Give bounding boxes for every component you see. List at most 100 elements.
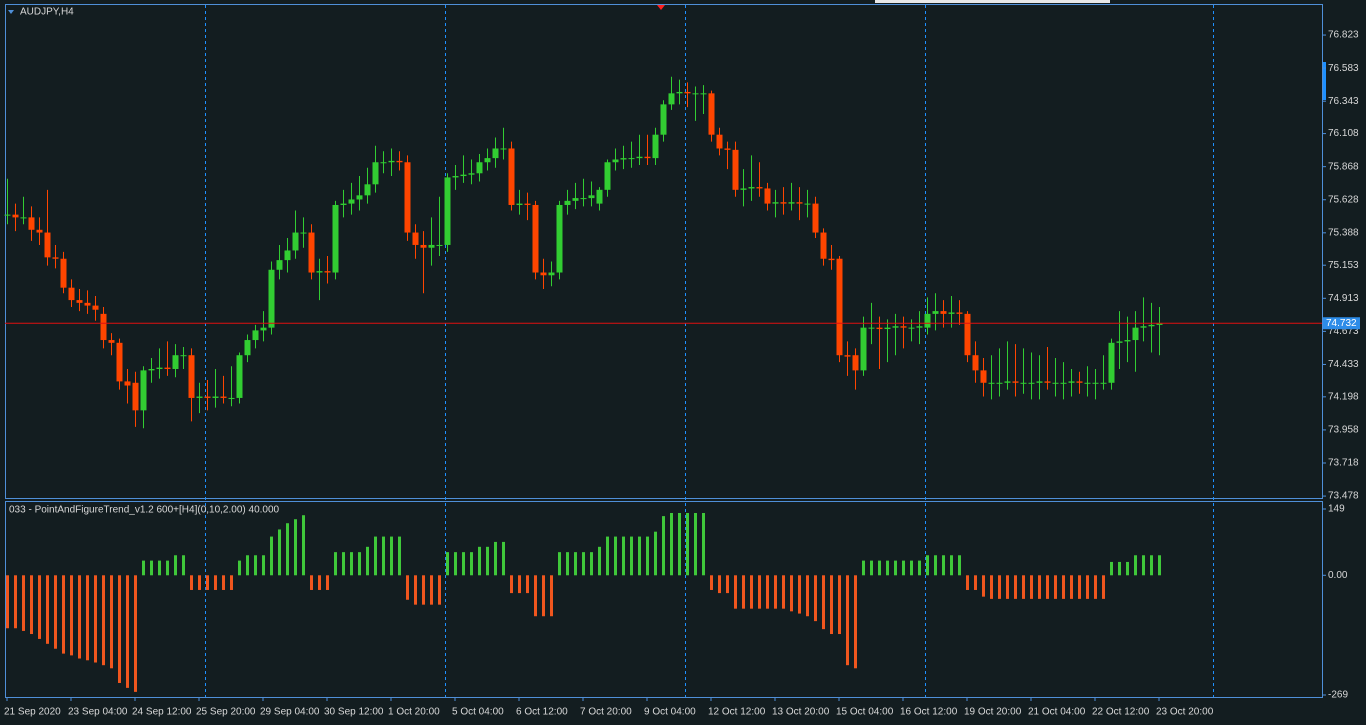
candle-body [652, 134, 659, 159]
x-tick-label: 25 Sep 20:00 [196, 707, 256, 718]
candle-body [1060, 382, 1067, 384]
candle-body [172, 355, 179, 369]
candle-body [108, 340, 115, 343]
candle-body [1108, 342, 1115, 383]
candle-body [540, 272, 547, 276]
candle-body [132, 382, 139, 411]
histogram-bar [934, 555, 937, 576]
candle-body [804, 203, 811, 205]
histogram-bar [614, 536, 617, 576]
histogram-bar [198, 575, 201, 590]
candle-body [748, 187, 755, 189]
candle-body [556, 204, 563, 273]
y-tick-label: -269 [1328, 690, 1348, 701]
histogram-bar [838, 575, 841, 635]
candle-body [660, 104, 667, 135]
histogram-bar [358, 552, 361, 576]
y-tick-label: 74.913 [1328, 293, 1359, 304]
candle-body [884, 327, 891, 330]
histogram-bar [1038, 575, 1041, 599]
histogram-bar [174, 555, 177, 576]
histogram-bar [62, 575, 65, 654]
histogram-bar [678, 512, 681, 576]
candle-body [372, 162, 379, 185]
y-tick-label: 73.718 [1328, 458, 1359, 469]
candle-body [36, 229, 43, 233]
y-tick-label: 74.198 [1328, 391, 1359, 402]
histogram-bar [46, 575, 49, 644]
candle-body [212, 396, 219, 398]
histogram-bar [1126, 561, 1129, 576]
candle-body [1140, 326, 1147, 328]
histogram-bar [846, 575, 849, 666]
x-tick-label: 30 Sep 12:00 [324, 707, 384, 718]
histogram-bar [662, 516, 665, 576]
histogram-bar [982, 575, 985, 597]
candle-body [1148, 324, 1155, 327]
candle-body [636, 156, 643, 159]
histogram-bar [470, 552, 473, 576]
x-tick-label: 5 Oct 04:00 [452, 707, 504, 718]
indicator-pane [5, 501, 1323, 698]
histogram-bar [726, 575, 729, 594]
x-tick-label: 6 Oct 12:00 [516, 707, 568, 718]
candle-body [148, 368, 155, 371]
candle-body [780, 202, 787, 204]
histogram-bar [1054, 575, 1057, 599]
candle-body [1012, 381, 1019, 383]
candle-body [548, 272, 555, 276]
candle-body [876, 327, 883, 330]
x-tick-label: 12 Oct 12:00 [708, 707, 766, 718]
candle-body [84, 302, 91, 306]
candle-body [364, 184, 371, 196]
candle-body [668, 93, 675, 105]
candle-body [52, 257, 59, 259]
candle-body [452, 176, 459, 178]
candle-body [684, 91, 691, 94]
histogram-bar [782, 575, 785, 609]
histogram-bar [542, 575, 545, 617]
histogram-bar [438, 575, 441, 605]
histogram-bar [22, 575, 25, 631]
histogram-bar [6, 575, 9, 629]
candle-body [628, 158, 635, 160]
candle-body [268, 269, 275, 328]
candle-body [708, 93, 715, 135]
histogram-bar [230, 575, 233, 590]
histogram-bar [214, 575, 217, 590]
candle-body [1068, 381, 1075, 383]
candle-body [892, 326, 899, 328]
histogram-bar [1006, 575, 1009, 599]
histogram-bar [886, 560, 889, 576]
histogram-bar [1022, 575, 1025, 599]
histogram-bar [150, 560, 153, 576]
x-tick-label: 23 Sep 04:00 [68, 707, 128, 718]
candle-body [28, 217, 35, 230]
y-tick-label: 76.583 [1328, 63, 1359, 74]
y-tick-label: 76.823 [1328, 30, 1359, 41]
candle-body [676, 91, 683, 94]
histogram-bar [134, 575, 137, 692]
histogram-bar [990, 575, 993, 599]
candle-body [940, 311, 947, 314]
candle-body [252, 330, 259, 341]
histogram-bar [750, 575, 753, 609]
candle-body [292, 232, 299, 251]
histogram-bar [558, 552, 561, 576]
histogram-bar [550, 575, 553, 617]
menu-arrow [8, 10, 14, 14]
x-tick-label: 21 Sep 2020 [4, 707, 61, 718]
histogram-bar [646, 536, 649, 576]
candle-body [76, 300, 83, 303]
candle-body [484, 158, 491, 163]
histogram-bar [574, 552, 577, 576]
histogram-bar [334, 552, 337, 576]
x-tick-label: 16 Oct 12:00 [900, 707, 958, 718]
histogram-bar [54, 575, 57, 649]
histogram-bar [718, 575, 721, 594]
histogram-bar [86, 575, 89, 661]
candle-body [516, 203, 523, 205]
candle-body [1132, 327, 1139, 341]
